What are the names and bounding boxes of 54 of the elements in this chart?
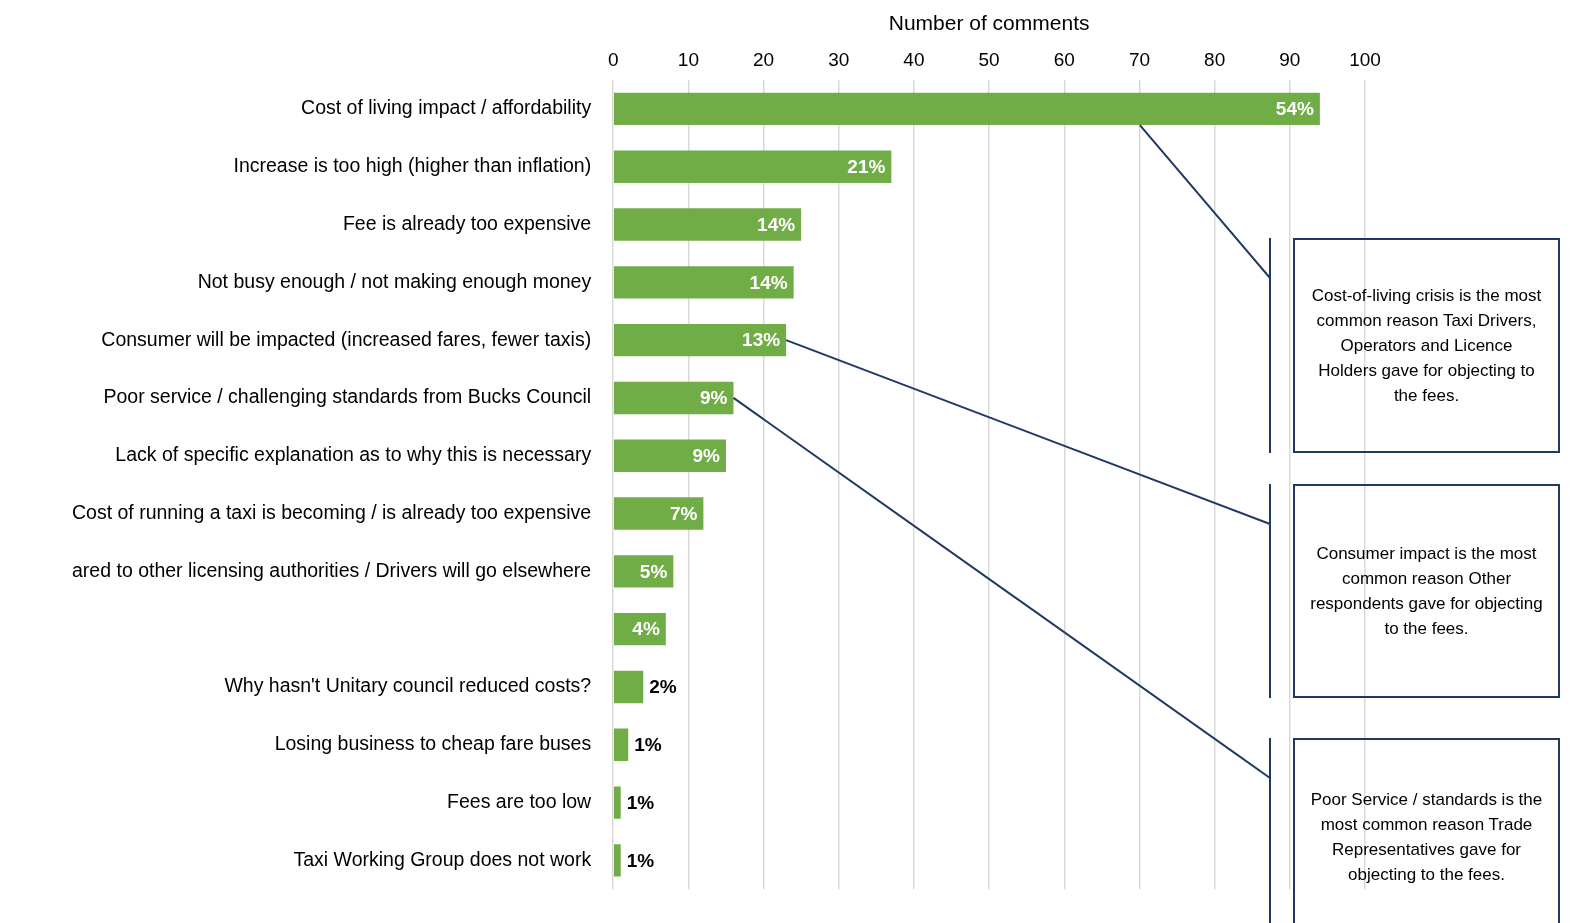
y-tick-label: Why hasn't Unitary council reduced costs? (224, 674, 592, 697)
y-tick-label: Increase is too high (higher than inflation) (233, 154, 592, 177)
annotation: 5% (639, 560, 668, 582)
annotation: Poor Service / standards is the most common reason Trade Representatives gave for objecting to the fees. (1293, 738, 1560, 923)
x-tick-label: 30 (828, 48, 850, 70)
bar (613, 150, 892, 183)
x-tick-label: 40 (903, 48, 925, 70)
y-tick-label: ared to other licensing authorities / Drivers will go elsewhere (72, 558, 592, 581)
bar (613, 670, 644, 704)
y-tick-label: Lack of specific explanation as to why this is necessary (115, 443, 592, 466)
annotation: 14% (757, 213, 796, 235)
bar (613, 381, 734, 415)
annotation: 13% (742, 329, 781, 351)
y-tick-label: Cost of running a taxi is becoming / is already too expensive (71, 500, 592, 523)
y-tick-label: Fees are too low (447, 789, 593, 812)
bar (613, 208, 802, 241)
y-tick-label: Taxi Working Group does not work (293, 847, 592, 870)
x-tick-label: 10 (677, 48, 699, 70)
annotation: 1% (634, 734, 662, 756)
x-tick-label: 100 (1349, 48, 1381, 70)
annotation: 7% (669, 502, 698, 524)
y-tick-label: Poor service / challenging standards from Bucks Council (103, 385, 592, 408)
x-tick-label: 0 (607, 48, 619, 70)
annotation: 9% (692, 444, 721, 466)
y-tick-label: Not busy enough / not making enough money (197, 269, 592, 292)
y-tick-label: Cost of living impact / affordability (301, 96, 592, 119)
annotation: 4% (632, 618, 660, 640)
annotation: 14% (749, 271, 788, 293)
bar (613, 323, 787, 357)
annotation: 21% (847, 155, 886, 177)
annotation: 9% (700, 387, 728, 409)
bar (613, 497, 704, 530)
x-tick-label: 20 (752, 48, 775, 70)
x-tick-label: 50 (978, 48, 1000, 70)
x-tick-label: 90 (1279, 48, 1301, 70)
annotation: 1% (626, 791, 655, 813)
bar (613, 844, 621, 877)
x-tick-label: 60 (1053, 48, 1075, 70)
y-tick-label: Consumer will be impacted (increased fares, fewer taxis) (101, 327, 592, 350)
bar (613, 728, 629, 761)
annotation: 54% (1275, 98, 1314, 120)
y-tick-label: Losing business to cheap fare buses (274, 732, 592, 755)
x-tick-label: 70 (1128, 48, 1151, 70)
annotation: 2% (649, 676, 677, 698)
annotation: 1% (626, 849, 655, 871)
x-tick-label: 80 (1204, 48, 1226, 70)
annotation: Consumer impact is the most common reason Other respondents gave for objecting to the fees. (1293, 484, 1560, 698)
annotation: Cost-of-living crisis is the most common reason Taxi Drivers, Operators and Licence Holders gave for objecting to the fees. (1293, 238, 1560, 453)
bar (613, 92, 1320, 126)
bar (613, 786, 621, 819)
bar (613, 439, 726, 472)
bar (613, 266, 794, 299)
y-tick-label: Fee is already too expensive (342, 211, 592, 234)
x-axis-title: Number of comments (888, 11, 1090, 35)
